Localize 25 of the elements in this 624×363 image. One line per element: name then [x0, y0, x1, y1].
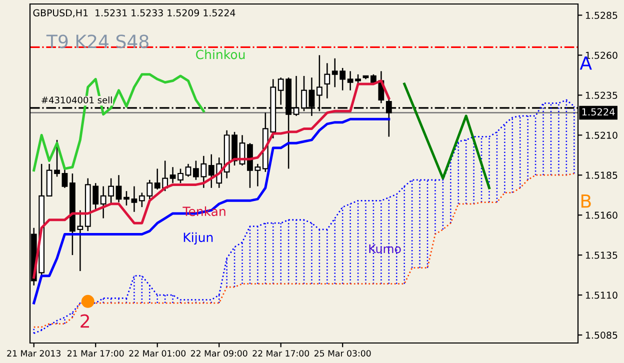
- ref-line-label: 1.5224: [582, 108, 615, 116]
- series-label: A: [580, 56, 592, 70]
- y-tick-label: 1.5235: [586, 92, 618, 99]
- y-tick-label: 1.5260: [586, 52, 618, 59]
- y-tick-label: 1.5185: [586, 172, 618, 179]
- x-tick-label: 25 Mar 03:00: [314, 350, 371, 357]
- y-tick-label: 1.5285: [586, 12, 618, 19]
- x-tick-label: 22 Mar 09:00: [190, 350, 248, 357]
- x-tick-label: 22 Mar 17:00: [252, 350, 310, 357]
- y-tick-label: 1.5110: [586, 292, 618, 299]
- y-tick-label: 1.5210: [586, 132, 618, 139]
- ref-line-label: #43104001 sell: [42, 96, 112, 104]
- y-tick-label: 1.5135: [586, 252, 618, 259]
- y-tick-label: 1.5085: [586, 332, 618, 339]
- series-label: B: [581, 194, 591, 208]
- y-tick-label: 1.5160: [586, 212, 618, 219]
- series-label: Chinkou: [196, 50, 245, 60]
- x-tick-label: 21 Mar 17:00: [67, 350, 124, 357]
- x-tick-label: 22 Mar 01:00: [129, 350, 186, 357]
- series-label: Kijun: [184, 232, 213, 245]
- annotation: 2: [80, 314, 89, 328]
- annotation: Kumo: [369, 244, 401, 254]
- x-tick-label: 21 Mar 2013: [7, 350, 60, 357]
- annotation: T9 K24 S48: [46, 34, 148, 48]
- chart-title: GBPUSD,H1 1.5231 1.5233 1.5209 1.5224: [33, 9, 236, 18]
